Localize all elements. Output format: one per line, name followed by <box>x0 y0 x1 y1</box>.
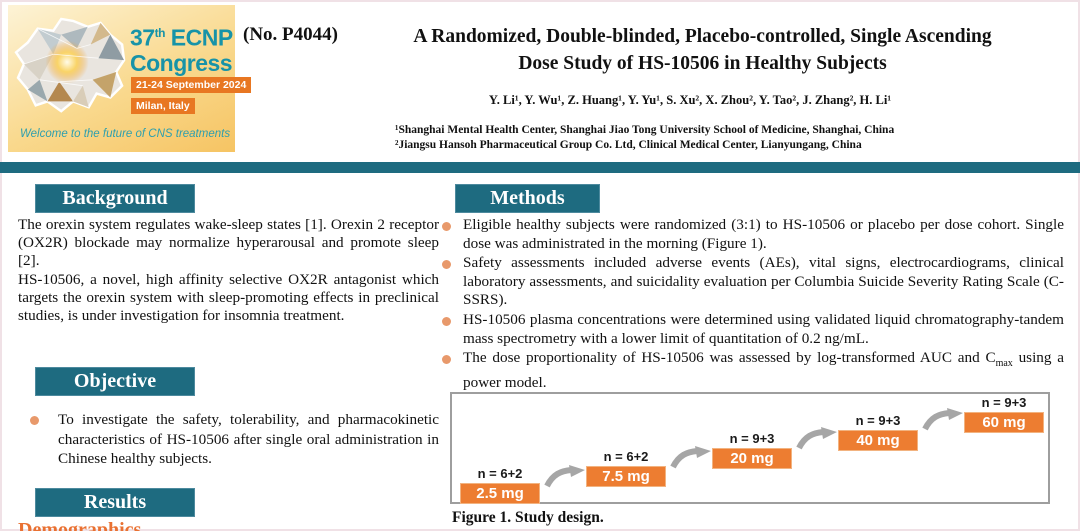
ecnp-congress-logo: 37th ECNP Congress 21-24 September 2024 M… <box>8 5 252 152</box>
objective-list: To investigate the safety, tolerability,… <box>27 410 439 469</box>
figure-1-study-design: n = 6+2 2.5 mg n = 6+2 7.5 mg n = 9+3 20… <box>450 392 1050 504</box>
methods-bullet-3: HS-10506 plasma concentrations were dete… <box>440 311 1064 348</box>
affiliations: ¹Shanghai Mental Health Center, Shanghai… <box>395 123 894 153</box>
ascending-arrow-icon <box>796 427 837 450</box>
results-subheading-demographics: Demographics <box>18 519 142 531</box>
bullet-dot-icon <box>30 416 39 425</box>
poster-title: A Randomized, Double-blinded, Placebo-co… <box>345 23 1060 77</box>
figure-1-caption: Figure 1. Study design. <box>452 509 604 526</box>
bullet-dot-icon <box>442 316 451 326</box>
methods-text-2: Safety assessments included adverse even… <box>463 254 1064 309</box>
congress-location-badge: Milan, Italy <box>131 98 195 114</box>
congress-word: Congress <box>130 49 233 76</box>
poster-number: (No. P4044) <box>243 24 338 45</box>
congress-title: 37th ECNP Congress <box>130 21 236 76</box>
ascending-arrow-icon <box>544 465 585 488</box>
cohort-1-n-label: n = 6+2 <box>477 466 523 481</box>
ascending-arrow-icon <box>922 408 963 431</box>
cohort-2-dose-box: 7.5 mg <box>586 466 666 487</box>
bullet-dot-icon <box>442 222 451 231</box>
affiliation-1: ¹Shanghai Mental Health Center, Shanghai… <box>395 124 895 136</box>
methods-text-1: Eligible healthy subjects were randomize… <box>463 216 1064 252</box>
congress-date-badge: 21-24 September 2024 <box>131 77 252 93</box>
cohort-4-dose-box: 40 mg <box>838 430 918 451</box>
congress-th: th <box>154 26 166 40</box>
cohort-5-dose-box: 60 mg <box>964 412 1044 433</box>
objective-text: To investigate the safety, tolerability,… <box>58 411 439 467</box>
background-text: The orexin system regulates wake-sleep s… <box>18 216 439 325</box>
title-line-1: A Randomized, Double-blinded, Placebo-co… <box>413 26 992 47</box>
cohort-3-n-label: n = 9+3 <box>729 431 775 446</box>
cohort-2-n-label: n = 6+2 <box>603 449 649 464</box>
methods-list: Eligible healthy subjects were randomize… <box>440 216 1064 393</box>
bullet-dot-icon <box>442 260 451 270</box>
header-divider-bar <box>0 162 1080 173</box>
affiliation-2: ²Jiangsu Hansoh Pharmaceutical Group Co.… <box>395 139 862 151</box>
background-paragraph-2: HS-10506, a novel, high affinity selecti… <box>18 270 439 325</box>
cohort-3-dose-box: 20 mg <box>712 448 792 469</box>
cmax-subscript: max <box>995 358 1013 370</box>
methods-text-4-pre: The dose proportionality of HS-10506 was… <box>463 349 996 367</box>
cohort-5-n-label: n = 9+3 <box>981 395 1027 410</box>
title-line-2: Dose Study of HS-10506 in Healthy Subjec… <box>518 53 887 74</box>
cohort-4-n-label: n = 9+3 <box>855 413 901 428</box>
methods-text-3: HS-10506 plasma concentrations were dete… <box>463 310 1064 347</box>
section-heading-objective: Objective <box>35 367 195 396</box>
bullet-dot-icon <box>442 355 451 365</box>
methods-bullet-1: Eligible healthy subjects were randomize… <box>440 216 1064 253</box>
methods-text-4-post: using a power model. <box>463 349 1064 391</box>
objective-bullet: To investigate the safety, tolerability,… <box>27 410 439 469</box>
section-heading-methods: Methods <box>455 184 600 213</box>
methods-bullet-4: The dose proportionality of HS-10506 was… <box>440 349 1064 392</box>
congress-37: 37 <box>130 24 155 51</box>
methods-text-4: The dose proportionality of HS-10506 was… <box>463 349 1064 392</box>
authors-line: Y. Li¹, Y. Wu¹, Z. Huang¹, Y. Yu¹, S. Xu… <box>488 93 892 107</box>
section-heading-results: Results <box>35 488 195 517</box>
methods-bullet-2: Safety assessments included adverse even… <box>440 254 1064 310</box>
cohort-1-dose-box: 2.5 mg <box>460 483 540 504</box>
background-paragraph-1: The orexin system regulates wake-sleep s… <box>18 216 439 270</box>
section-heading-background: Background <box>35 184 195 213</box>
ascending-arrow-icon <box>670 446 711 469</box>
congress-ecnp: ECNP <box>164 24 233 51</box>
brain-collage-icon <box>14 17 126 113</box>
congress-tagline: Welcome to the future of CNS treatments <box>20 128 231 140</box>
